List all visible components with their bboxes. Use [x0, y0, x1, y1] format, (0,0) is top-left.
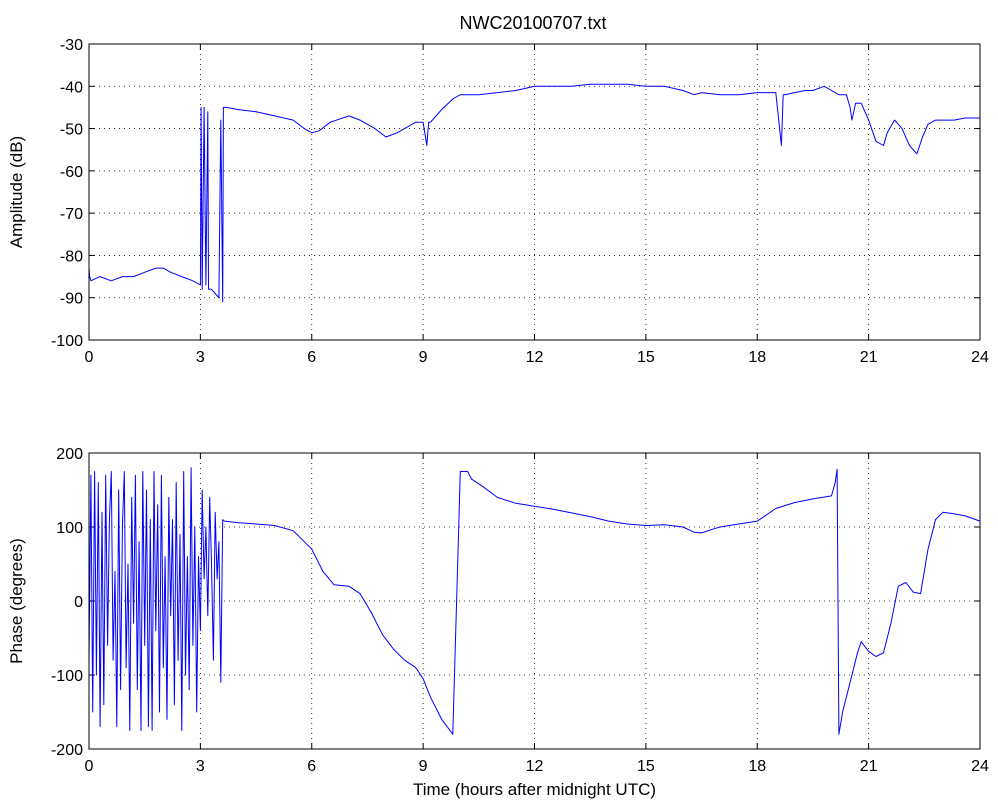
x-tick-label: 9 [419, 349, 428, 366]
x-tick-label: 15 [637, 349, 655, 366]
chart-title: NWC20100707.txt [459, 13, 606, 33]
x-tick-label: 21 [860, 349, 878, 366]
y-tick-label: -90 [60, 291, 83, 308]
plot-frame [88, 452, 981, 750]
y-tick-label: -30 [60, 37, 83, 54]
amplitude-series-line [88, 83, 980, 303]
y-tick-label: -60 [60, 164, 83, 181]
y-tick-label: -50 [60, 122, 83, 139]
x-axis-label: Time (hours after midnight UTC) [413, 780, 656, 799]
x-tick-label: 9 [419, 758, 428, 775]
x-tick-label: 3 [196, 349, 205, 366]
y-tick-label: -80 [60, 248, 83, 265]
plot-frame [88, 43, 981, 341]
x-tick-label: 18 [748, 349, 766, 366]
x-tick-label: 24 [971, 758, 989, 775]
x-tick-label: 15 [637, 758, 655, 775]
x-tick-label: 0 [85, 349, 94, 366]
amplitude-panel: 0 3 6 9 12 15 18 21 24 -30 -40 -50 -60 -70 -80 -90 -100 A… [7, 37, 989, 366]
x-tick-label: 0 [85, 758, 94, 775]
x-tick-label: 6 [307, 349, 316, 366]
x-tick-label: 21 [860, 758, 878, 775]
y-axis-label: Phase (degrees) [7, 538, 26, 664]
y-tick-label: 0 [74, 594, 83, 611]
x-tick-label: 24 [971, 349, 989, 366]
x-tick-label: 12 [526, 349, 544, 366]
y-tick-label: -100 [51, 333, 83, 350]
y-tick-label: -100 [51, 668, 83, 685]
phase-series-line [88, 467, 981, 735]
y-axis-label: Amplitude (dB) [7, 136, 26, 248]
y-tick-label: 200 [56, 446, 83, 463]
x-tick-label: 3 [196, 758, 205, 775]
x-tick-label: 6 [307, 758, 316, 775]
y-tick-label: -40 [60, 79, 83, 96]
y-tick-label: -70 [60, 206, 83, 223]
y-tick-label: -200 [51, 742, 83, 759]
x-tick-label: 12 [526, 758, 544, 775]
y-tick-label: 100 [56, 520, 83, 537]
phase-panel: 0 3 6 9 12 15 18 21 24 200 100 0 -100 -200 Phase (degr… [7, 446, 989, 799]
plot-area [89, 44, 980, 340]
x-tick-label: 18 [748, 758, 766, 775]
